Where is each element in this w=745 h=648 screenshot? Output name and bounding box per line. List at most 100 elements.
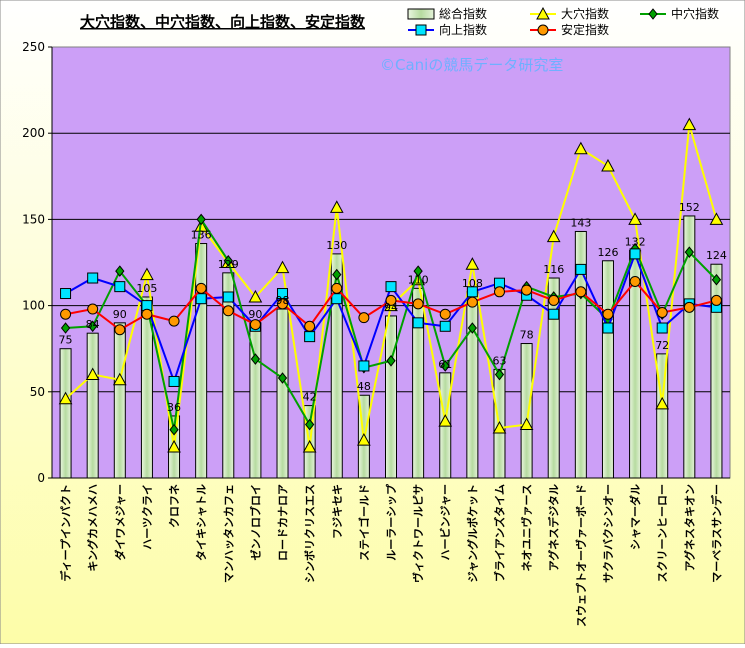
data-point-circle bbox=[277, 298, 289, 310]
x-category-label: マーベラスサンデー bbox=[709, 484, 723, 583]
data-point-square bbox=[548, 308, 560, 320]
data-point-triangle bbox=[492, 420, 507, 434]
chart-title: 大穴指数、中穴指数、向上指数、安定指数 bbox=[80, 13, 366, 31]
bar-value-label: 116 bbox=[543, 263, 564, 276]
data-point-diamond bbox=[467, 322, 478, 334]
x-category-label: ロードカナロア bbox=[277, 484, 290, 561]
data-point-circle bbox=[304, 320, 316, 332]
data-point-triangle bbox=[438, 414, 453, 427]
data-point-triangle bbox=[357, 433, 371, 446]
data-point-diamond bbox=[711, 273, 722, 286]
data-point-diamond bbox=[277, 372, 288, 384]
data-point-square bbox=[439, 320, 451, 332]
data-point-triangle bbox=[112, 372, 127, 386]
data-point-circle bbox=[249, 319, 261, 331]
data-point-square bbox=[602, 322, 614, 334]
x-category-label: ルーラーシップ bbox=[384, 483, 398, 561]
bar bbox=[195, 243, 208, 479]
bar-value-label: 105 bbox=[136, 282, 157, 295]
x-category-label: アグネスデジタル bbox=[547, 484, 561, 571]
data-point-circle bbox=[168, 315, 180, 327]
data-point-square bbox=[358, 360, 370, 372]
bar-value-label: 61 bbox=[438, 358, 452, 371]
x-category-label: ブライアンズタイム bbox=[492, 484, 506, 582]
data-point-circle bbox=[412, 298, 424, 310]
x-category-label: スクリーンヒーロー bbox=[656, 484, 669, 582]
bar-value-label: 94 bbox=[384, 301, 398, 314]
data-point-diamond bbox=[332, 268, 342, 281]
x-category-label: ハービンジャー bbox=[438, 484, 452, 560]
data-point-diamond bbox=[88, 320, 98, 333]
bar-value-label: 152 bbox=[679, 201, 700, 214]
x-category-label: アグネスタキオン bbox=[682, 484, 696, 571]
data-point-diamond bbox=[223, 254, 233, 267]
data-point-circle bbox=[656, 306, 668, 318]
x-category-label: サクラバクシンオー bbox=[602, 484, 615, 583]
series-line-group bbox=[60, 213, 722, 436]
data-point-triangle bbox=[275, 260, 290, 274]
data-point-circle bbox=[710, 294, 722, 306]
data-point-triangle bbox=[58, 391, 73, 405]
data-point-square bbox=[575, 263, 587, 275]
data-point-square bbox=[195, 293, 207, 305]
data-point-circle bbox=[629, 275, 641, 287]
x-category-label: ステイゴールド bbox=[357, 484, 371, 561]
legend-label: 向上指数 bbox=[439, 22, 487, 37]
x-category-label: ダイワメジャー bbox=[113, 484, 127, 560]
data-point-square bbox=[331, 293, 343, 305]
y-tick-label: 250 bbox=[22, 40, 45, 54]
data-point-diamond bbox=[386, 354, 396, 367]
data-point-circle bbox=[575, 286, 587, 298]
data-point-diamond bbox=[60, 322, 71, 334]
data-point-square bbox=[629, 248, 641, 260]
data-point-square bbox=[415, 24, 427, 36]
legend-swatch bbox=[407, 8, 435, 20]
data-point-diamond bbox=[196, 213, 206, 226]
bar-value-label: 98 bbox=[276, 294, 290, 307]
data-point-square bbox=[87, 272, 99, 284]
bar-value-label: 36 bbox=[167, 401, 181, 414]
data-point-circle bbox=[602, 308, 614, 320]
data-point-diamond bbox=[115, 265, 125, 277]
data-point-triangle bbox=[85, 367, 100, 381]
x-category-label: タイキシャトル bbox=[195, 484, 208, 561]
data-point-triangle bbox=[536, 6, 550, 20]
x-category-label: シャマーダル bbox=[628, 484, 642, 550]
data-point-triangle bbox=[682, 117, 697, 131]
lines-layer bbox=[58, 117, 724, 453]
data-point-triangle bbox=[302, 439, 317, 453]
data-point-circle bbox=[114, 324, 126, 336]
legend-label: 総合指数 bbox=[439, 6, 487, 21]
data-point-circle bbox=[548, 294, 560, 306]
data-point-circle bbox=[195, 282, 207, 294]
data-point-triangle bbox=[167, 439, 181, 453]
data-point-diamond bbox=[250, 353, 261, 365]
data-point-triangle bbox=[546, 229, 561, 243]
bar bbox=[86, 332, 99, 479]
bar-value-label: 130 bbox=[326, 239, 347, 252]
bar-value-label: 108 bbox=[462, 277, 483, 290]
bar-value-label: 90 bbox=[248, 308, 262, 321]
data-point-triangle bbox=[628, 212, 642, 225]
bar-value-label: 78 bbox=[520, 329, 534, 342]
data-point-circle bbox=[466, 296, 478, 308]
data-point-diamond bbox=[169, 423, 179, 436]
series-line-group bbox=[60, 275, 722, 336]
data-point-circle bbox=[683, 301, 695, 313]
data-point-triangle bbox=[248, 289, 263, 303]
bar-value-label: 84 bbox=[86, 318, 100, 331]
data-point-circle bbox=[60, 308, 72, 320]
legend-item: 向上指数 bbox=[408, 22, 487, 37]
data-point-square bbox=[222, 291, 234, 303]
bar-value-label: 129 bbox=[218, 258, 239, 271]
bar-value-label: 126 bbox=[597, 246, 618, 259]
bar bbox=[276, 308, 289, 479]
x-category-label: ゼンノロブロイ bbox=[248, 484, 262, 560]
bar bbox=[113, 322, 126, 479]
bar-value-label: 143 bbox=[570, 216, 591, 229]
bar-value-label: 75 bbox=[59, 334, 73, 347]
data-point-circle bbox=[439, 308, 451, 320]
y-tick-label: 200 bbox=[22, 126, 45, 140]
watermark: ©Caniの競馬データ研究室 bbox=[380, 56, 563, 74]
